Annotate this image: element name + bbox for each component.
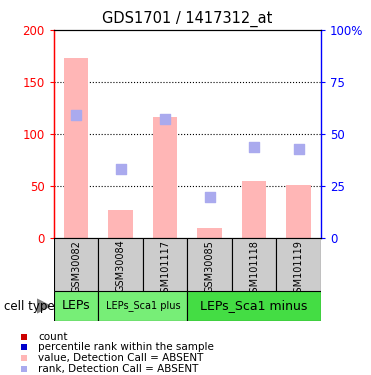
Bar — [143, 238, 187, 291]
Text: GSM101119: GSM101119 — [294, 240, 303, 298]
Text: GSM30085: GSM30085 — [205, 240, 214, 292]
Text: rank, Detection Call = ABSENT: rank, Detection Call = ABSENT — [38, 364, 198, 374]
Text: LEPs_Sca1 plus: LEPs_Sca1 plus — [105, 300, 180, 311]
Point — [251, 144, 257, 150]
Text: count: count — [38, 332, 68, 342]
Text: GSM101117: GSM101117 — [160, 240, 170, 299]
Bar — [232, 238, 276, 291]
Point — [296, 146, 302, 152]
Text: GSM101118: GSM101118 — [249, 240, 259, 298]
Text: value, Detection Call = ABSENT: value, Detection Call = ABSENT — [38, 353, 203, 363]
Bar — [98, 238, 143, 291]
Bar — [276, 238, 321, 291]
Point — [207, 194, 213, 200]
Text: LEPs_Sca1 minus: LEPs_Sca1 minus — [200, 299, 308, 312]
Polygon shape — [37, 299, 50, 313]
Bar — [187, 291, 321, 321]
Bar — [54, 291, 98, 321]
Bar — [54, 238, 98, 291]
Point — [73, 112, 79, 118]
Text: LEPs: LEPs — [62, 299, 91, 312]
Text: GSM30084: GSM30084 — [116, 240, 125, 292]
Bar — [153, 117, 177, 238]
Bar — [98, 291, 187, 321]
Bar — [197, 228, 222, 238]
Bar — [108, 210, 133, 238]
Bar — [286, 185, 311, 238]
Bar — [187, 238, 232, 291]
Title: GDS1701 / 1417312_at: GDS1701 / 1417312_at — [102, 11, 273, 27]
Point — [118, 166, 124, 172]
Bar — [242, 181, 266, 238]
Text: GSM30082: GSM30082 — [71, 240, 81, 292]
Text: percentile rank within the sample: percentile rank within the sample — [38, 342, 214, 352]
Bar — [64, 58, 88, 238]
Point — [162, 117, 168, 123]
Text: cell type: cell type — [4, 300, 54, 313]
